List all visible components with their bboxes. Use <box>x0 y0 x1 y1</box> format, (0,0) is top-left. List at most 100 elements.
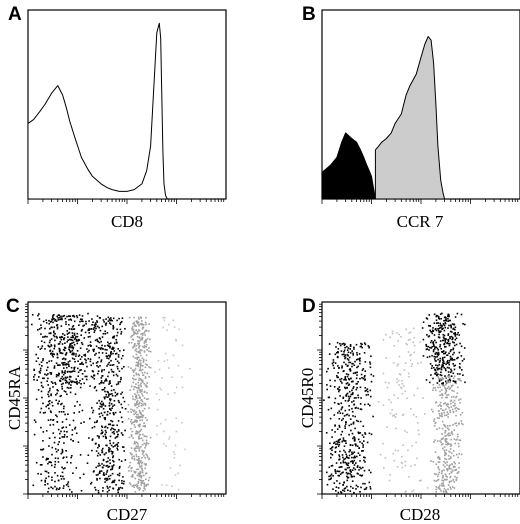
scatter-point-c-1401 <box>145 316 147 319</box>
scatter-point-d-398 <box>354 427 356 430</box>
scatter-point-d-55 <box>362 368 365 370</box>
scatter-point-d-904 <box>441 397 443 399</box>
scatter-point-d-405 <box>350 485 352 488</box>
scatter-point-c-174 <box>69 344 71 346</box>
scatter-point-d-1155 <box>448 467 450 470</box>
scatter-point-c-956 <box>61 451 64 454</box>
scatter-point-d-960 <box>449 424 451 427</box>
scatter-point-c-1534 <box>138 351 140 353</box>
scatter-point-c-1623 <box>166 359 169 361</box>
scatter-point-c-418 <box>90 328 93 330</box>
scatter-point-c-1657 <box>165 484 168 486</box>
scatter-point-c-76 <box>85 361 87 364</box>
scatter-point-c-1277 <box>133 374 135 377</box>
scatter-point-d-1144 <box>440 412 443 414</box>
scatter-point-d-174 <box>357 407 359 410</box>
scatter-point-d-1200 <box>400 336 402 338</box>
scatter-point-d-362 <box>360 486 362 489</box>
scatter-point-c-489 <box>97 370 100 372</box>
scatter-point-c-619 <box>117 348 119 350</box>
scatter-point-d-951 <box>447 416 449 418</box>
scatter-point-c-664 <box>107 460 109 463</box>
scatter-point-c-210 <box>57 364 60 366</box>
scatter-point-c-1491 <box>133 344 136 346</box>
scatter-point-d-616 <box>434 339 436 342</box>
scatter-point-c-1089 <box>57 428 60 431</box>
scatter-point-c-121 <box>41 365 43 367</box>
scatter-point-d-261 <box>356 352 358 354</box>
scatter-point-d-733 <box>447 317 449 320</box>
scatter-point-d-184 <box>333 441 336 444</box>
scatter-point-c-399 <box>63 337 66 339</box>
scatter-point-c-20 <box>42 336 44 338</box>
scatter-point-d-470 <box>335 446 337 448</box>
scatter-point-d-92 <box>343 344 346 347</box>
scatter-point-c-1324 <box>139 487 141 490</box>
scatter-point-d-544 <box>439 345 441 348</box>
scatter-point-c-835 <box>104 345 106 347</box>
scatter-point-d-1184 <box>401 414 404 417</box>
scatter-point-d-783 <box>445 380 447 383</box>
scatter-point-d-1273 <box>385 333 387 336</box>
scatter-point-c-1553 <box>137 413 139 416</box>
scatter-point-c-1291 <box>132 330 135 333</box>
scatter-point-d-116 <box>351 444 354 447</box>
scatter-point-d-267 <box>348 405 350 407</box>
scatter-point-d-242 <box>336 376 339 379</box>
scatter-point-c-538 <box>104 387 106 389</box>
scatter-point-d-1126 <box>441 479 443 482</box>
scatter-point-d-390 <box>355 419 358 422</box>
scatter-point-d-778 <box>459 373 461 375</box>
scatter-point-c-1253 <box>134 342 136 345</box>
scatter-point-d-1159 <box>439 484 441 487</box>
scatter-point-c-1494 <box>136 390 139 392</box>
scatter-point-c-574 <box>94 325 97 328</box>
scatter-point-c-110 <box>70 319 73 321</box>
scatter-point-c-1297 <box>138 472 141 475</box>
scatter-point-c-827 <box>109 382 111 384</box>
scatter-point-c-1607 <box>144 435 146 438</box>
scatter-point-d-299 <box>352 415 354 417</box>
scatter-point-d-348 <box>337 402 339 405</box>
scatter-point-d-250 <box>361 450 363 452</box>
scatter-point-c-1060 <box>54 448 57 450</box>
scatter-point-c-164 <box>58 343 61 345</box>
scatter-point-c-369 <box>71 352 74 355</box>
scatter-point-d-1021 <box>432 389 434 392</box>
scatter-point-d-941 <box>453 390 455 392</box>
scatter-point-c-197 <box>81 315 84 317</box>
scatter-point-c-1355 <box>145 453 147 456</box>
scatter-point-d-1102 <box>445 408 447 411</box>
scatter-point-d-495 <box>339 450 341 453</box>
scatter-point-c-686 <box>91 427 94 429</box>
scatter-point-c-1075 <box>47 391 50 393</box>
scatter-point-d-511 <box>450 324 452 326</box>
scatter-point-c-1555 <box>143 397 146 399</box>
scatter-point-c-394 <box>68 338 71 341</box>
scatter-point-d-194 <box>355 358 358 361</box>
scatter-point-d-288 <box>337 388 340 391</box>
scatter-point-c-1493 <box>137 474 140 477</box>
scatter-point-d-501 <box>355 397 357 399</box>
scatter-point-c-1382 <box>139 401 141 404</box>
scatter-point-c-761 <box>108 322 111 324</box>
scatter-point-c-414 <box>58 373 60 375</box>
scatter-point-d-297 <box>372 375 375 377</box>
scatter-point-d-796 <box>453 341 455 344</box>
scatter-point-d-499 <box>341 419 343 422</box>
scatter-point-d-165 <box>339 342 341 345</box>
scatter-point-d-57 <box>347 354 349 357</box>
scatter-point-c-266 <box>71 349 74 352</box>
scatter-point-c-637 <box>117 383 120 385</box>
scatter-point-c-1021 <box>40 479 43 482</box>
scatter-point-d-352 <box>336 375 338 377</box>
scatter-point-d-597 <box>451 323 454 325</box>
scatter-point-c-1026 <box>56 415 58 418</box>
scatter-point-c-354 <box>53 366 56 369</box>
scatter-point-d-86 <box>353 475 355 478</box>
scatter-point-c-41 <box>37 346 40 348</box>
scatter-point-d-515 <box>445 338 447 340</box>
scatter-point-c-290 <box>51 354 54 356</box>
scatter-point-d-1252 <box>418 480 421 482</box>
scatter-point-c-1422 <box>134 349 137 352</box>
